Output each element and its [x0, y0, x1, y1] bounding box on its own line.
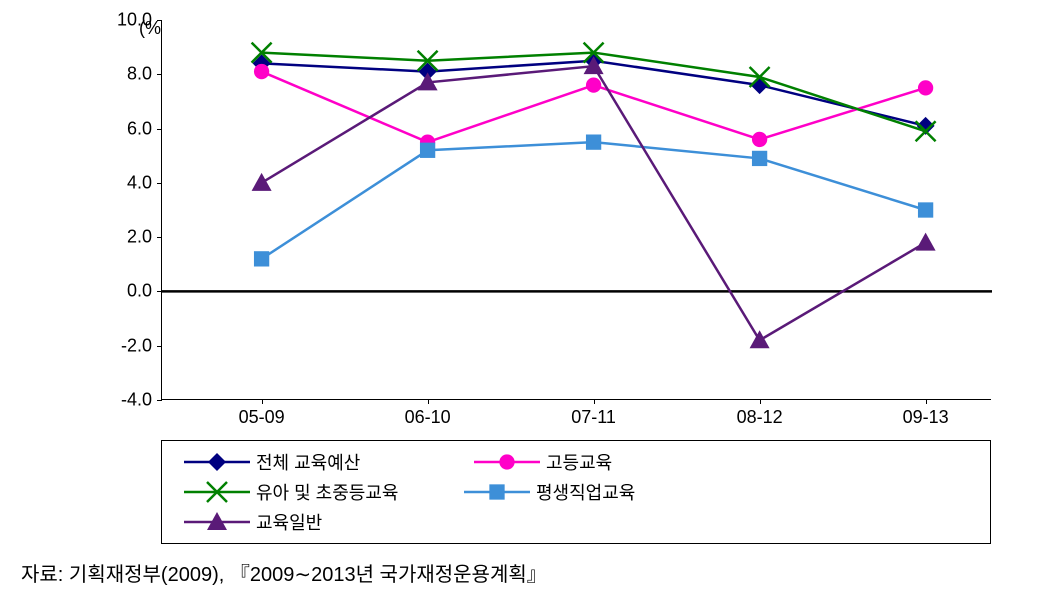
- legend-label: 전체 교육예산: [256, 449, 360, 475]
- legend-item: 유아 및 초중등교육: [182, 479, 462, 505]
- legend-item: 고등교육: [472, 449, 732, 475]
- legend-swatch: [182, 482, 252, 502]
- legend-label: 유아 및 초중등교육: [256, 479, 398, 505]
- chart-plot-area: -4.0-2.00.02.04.06.08.010.005-0906-1007-…: [161, 20, 991, 400]
- chart-container: (%) -4.0-2.00.02.04.06.08.010.005-0906-1…: [21, 20, 1021, 587]
- source-citation: 자료: 기획재정부(2009), 『2009∼2013년 국가재정운용계획』: [21, 558, 1021, 587]
- chart-legend: 전체 교육예산 고등교육유아 및 초중등교육 평생직업교육교육일반: [161, 440, 991, 544]
- legend-item: 평생직업교육: [462, 479, 752, 505]
- legend-item: 전체 교육예산: [182, 449, 472, 475]
- legend-label: 고등교육: [546, 449, 612, 475]
- legend-label: 평생직업교육: [536, 479, 635, 505]
- legend-label: 교육일반: [256, 509, 322, 535]
- y-tick-label: -4.0: [121, 390, 162, 411]
- legend-item: 교육일반: [182, 509, 442, 535]
- series-group: [254, 134, 933, 266]
- legend-swatch: [462, 482, 532, 502]
- y-tick-label: -2.0: [121, 335, 162, 356]
- legend-swatch: [472, 452, 542, 472]
- legend-swatch: [182, 512, 252, 532]
- y-tick-label: 10.0: [117, 10, 162, 31]
- chart-svg: [162, 20, 992, 400]
- legend-swatch: [182, 452, 252, 472]
